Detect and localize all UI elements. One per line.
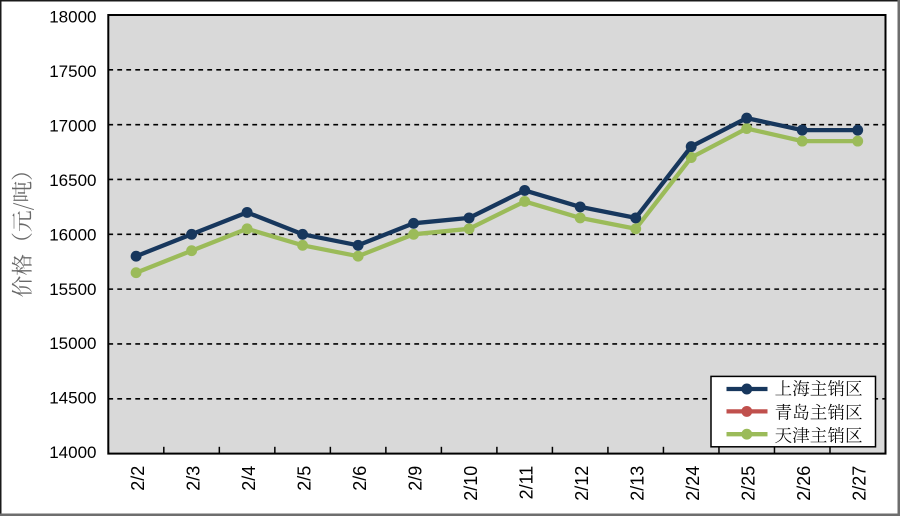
svg-text:18000: 18000: [49, 7, 96, 26]
svg-text:2/25: 2/25: [738, 466, 758, 501]
svg-text:2/12: 2/12: [572, 466, 592, 501]
svg-text:17500: 17500: [49, 62, 96, 81]
svg-text:2/4: 2/4: [239, 466, 259, 491]
svg-text:2/11: 2/11: [516, 466, 536, 500]
svg-text:2/10: 2/10: [461, 466, 481, 501]
svg-text:14500: 14500: [49, 389, 96, 408]
svg-text:16500: 16500: [49, 171, 96, 190]
svg-text:2/13: 2/13: [627, 466, 647, 501]
svg-text:2/24: 2/24: [683, 466, 703, 501]
svg-text:2/6: 2/6: [350, 466, 370, 491]
svg-text:2/26: 2/26: [794, 466, 814, 501]
svg-text:2/9: 2/9: [405, 466, 425, 491]
svg-text:14000: 14000: [49, 443, 96, 462]
svg-text:2/5: 2/5: [294, 466, 314, 491]
svg-text:2/3: 2/3: [183, 466, 203, 491]
svg-text:15000: 15000: [49, 334, 96, 353]
svg-text:2/27: 2/27: [849, 466, 869, 501]
svg-text:17000: 17000: [49, 116, 96, 135]
svg-text:16000: 16000: [49, 225, 96, 244]
svg-text:2/2: 2/2: [128, 466, 148, 491]
svg-text:15500: 15500: [49, 280, 96, 299]
